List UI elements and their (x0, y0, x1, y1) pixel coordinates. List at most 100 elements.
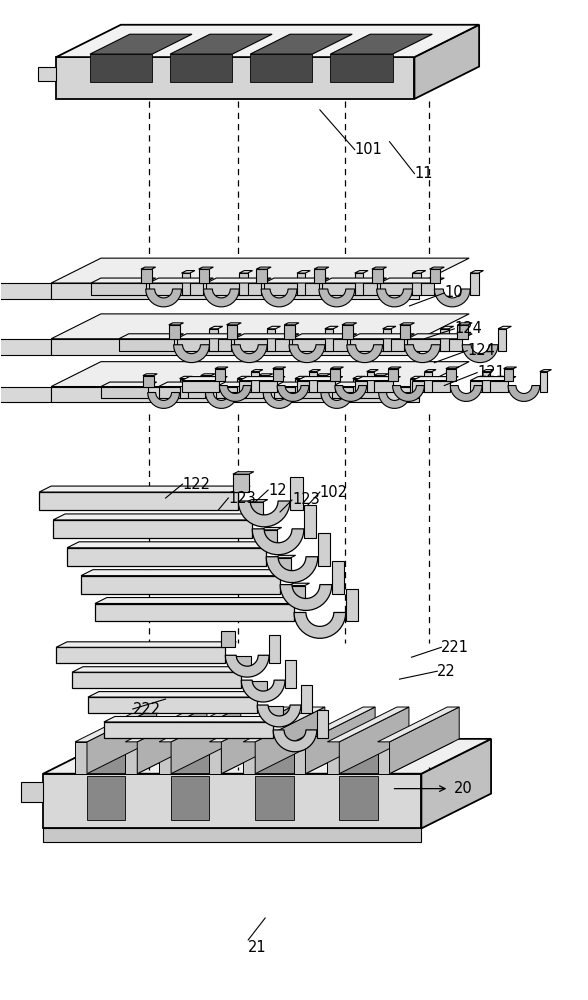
Text: 102: 102 (320, 485, 348, 500)
Polygon shape (462, 345, 498, 363)
Polygon shape (430, 269, 440, 283)
Polygon shape (143, 376, 153, 387)
Polygon shape (104, 722, 273, 738)
Polygon shape (374, 374, 388, 376)
Polygon shape (159, 387, 205, 398)
Polygon shape (250, 34, 352, 54)
Polygon shape (234, 334, 299, 339)
Polygon shape (342, 325, 353, 339)
Polygon shape (231, 345, 267, 363)
Polygon shape (355, 273, 363, 295)
Polygon shape (81, 576, 280, 594)
Polygon shape (297, 271, 310, 273)
Polygon shape (332, 561, 345, 594)
Polygon shape (233, 472, 254, 474)
Polygon shape (53, 520, 252, 538)
Polygon shape (425, 370, 436, 372)
Polygon shape (289, 345, 325, 363)
Polygon shape (284, 325, 295, 339)
Polygon shape (388, 369, 398, 381)
Polygon shape (380, 278, 445, 283)
Text: 22: 22 (437, 664, 456, 679)
Polygon shape (256, 269, 267, 283)
Polygon shape (540, 372, 547, 392)
Polygon shape (39, 486, 250, 492)
Polygon shape (260, 530, 277, 548)
Polygon shape (104, 716, 284, 722)
Polygon shape (412, 381, 450, 392)
Polygon shape (410, 379, 419, 398)
Polygon shape (268, 706, 283, 722)
Polygon shape (67, 548, 266, 566)
Polygon shape (470, 271, 483, 273)
Polygon shape (440, 326, 454, 329)
Polygon shape (267, 326, 280, 329)
Polygon shape (318, 533, 330, 566)
Polygon shape (239, 271, 253, 273)
Polygon shape (201, 376, 212, 387)
Polygon shape (205, 393, 238, 408)
Polygon shape (400, 325, 410, 339)
Polygon shape (415, 25, 479, 99)
Polygon shape (72, 667, 252, 672)
Polygon shape (446, 369, 456, 381)
Polygon shape (292, 339, 347, 351)
Text: 221: 221 (442, 640, 469, 655)
Polygon shape (257, 705, 301, 727)
Polygon shape (482, 370, 494, 372)
Polygon shape (159, 742, 171, 774)
Polygon shape (95, 604, 294, 621)
Polygon shape (355, 271, 368, 273)
Polygon shape (43, 828, 422, 842)
Polygon shape (169, 323, 183, 325)
Text: 20: 20 (455, 781, 473, 796)
Polygon shape (56, 25, 479, 57)
Polygon shape (407, 334, 472, 339)
Polygon shape (508, 386, 540, 401)
Polygon shape (179, 379, 188, 398)
Polygon shape (277, 386, 309, 401)
Polygon shape (0, 283, 51, 299)
Polygon shape (293, 707, 375, 742)
Polygon shape (316, 376, 327, 387)
Polygon shape (101, 387, 148, 398)
Polygon shape (171, 707, 240, 774)
Polygon shape (295, 376, 308, 379)
Polygon shape (266, 557, 318, 583)
Polygon shape (258, 374, 273, 376)
Polygon shape (141, 267, 156, 269)
Polygon shape (305, 707, 375, 774)
Polygon shape (87, 707, 156, 774)
Polygon shape (376, 289, 412, 307)
Polygon shape (56, 647, 225, 663)
Text: 222: 222 (133, 702, 161, 717)
Polygon shape (43, 739, 491, 774)
Polygon shape (457, 323, 472, 325)
Polygon shape (347, 345, 383, 363)
Polygon shape (182, 271, 195, 273)
Polygon shape (243, 742, 255, 774)
Text: 11: 11 (415, 166, 433, 181)
Polygon shape (412, 271, 426, 273)
Polygon shape (247, 500, 268, 502)
Polygon shape (209, 326, 223, 329)
Polygon shape (137, 707, 207, 774)
Polygon shape (206, 283, 261, 295)
Polygon shape (216, 382, 272, 387)
Polygon shape (264, 283, 319, 295)
Polygon shape (330, 367, 343, 369)
Polygon shape (75, 742, 201, 774)
Polygon shape (87, 776, 125, 820)
Polygon shape (309, 372, 316, 392)
Polygon shape (90, 34, 192, 54)
Polygon shape (239, 381, 277, 392)
Polygon shape (457, 325, 468, 339)
Polygon shape (430, 267, 445, 269)
Polygon shape (243, 742, 369, 774)
Polygon shape (251, 372, 259, 392)
Polygon shape (335, 386, 367, 401)
Polygon shape (293, 742, 305, 774)
Text: 12: 12 (268, 483, 287, 498)
Polygon shape (67, 542, 278, 548)
Polygon shape (328, 742, 339, 774)
